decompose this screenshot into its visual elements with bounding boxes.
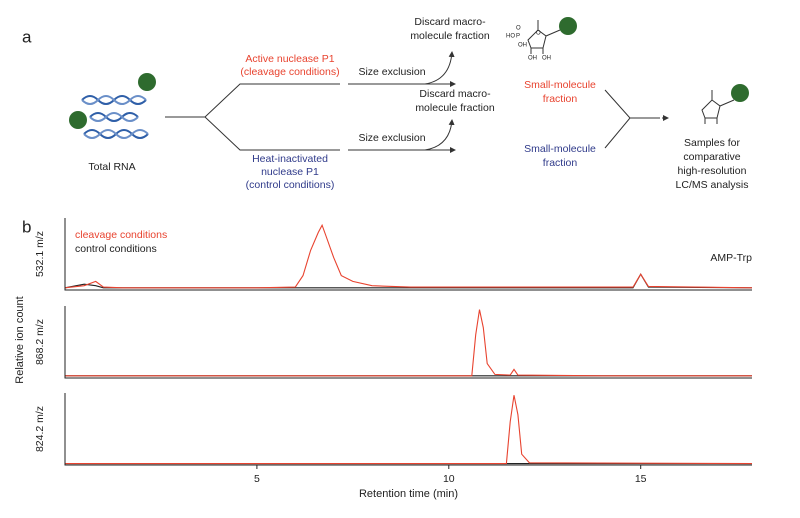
trace (64, 273, 753, 289)
atom: HO (506, 34, 515, 40)
label: fraction (543, 157, 578, 169)
atom: O (536, 31, 541, 37)
trace (65, 309, 752, 377)
branch (165, 83, 340, 151)
arrow (424, 51, 455, 85)
x-tick-label: 15 (635, 473, 647, 485)
label: fraction (543, 93, 578, 105)
legend-entry: cleavage conditions (75, 229, 167, 241)
arrow (424, 119, 455, 151)
label: Samples for (684, 137, 741, 149)
panel-label: a (22, 27, 32, 46)
label: (cleavage conditions) (240, 66, 339, 78)
trace (64, 223, 753, 289)
label: nuclease P1 (261, 166, 319, 178)
axis (64, 306, 752, 379)
label: molecule fraction (410, 30, 490, 42)
rna-icon (69, 73, 156, 139)
panel-label: b (22, 217, 31, 236)
label: high-resolution (678, 165, 747, 177)
y-axis-label: 824.2 m/z (34, 406, 46, 452)
molecule (701, 84, 749, 124)
atom: OH (518, 43, 527, 49)
atom: OH (542, 56, 551, 62)
label: Size exclusion (358, 66, 425, 78)
label: Heat-inactivated (252, 153, 328, 165)
y-axis-title: Relative ion count (14, 296, 26, 383)
panel-a: a Total RNA Active nuclease P1 (cleavage… (22, 16, 749, 191)
x-tick-label: 5 (254, 473, 260, 485)
legend-entry: control conditions (75, 243, 157, 255)
annotation: AMP-Trp (710, 252, 752, 264)
x-tick-label: 10 (443, 473, 455, 485)
y-axis-label: 532.1 m/z (34, 231, 46, 277)
axis (64, 393, 752, 466)
merge (604, 89, 660, 149)
molecule: HO P O OH O OH OH (506, 17, 577, 62)
label: molecule fraction (415, 102, 495, 114)
label: Discard macro- (414, 16, 486, 28)
label: LC/MS analysis (676, 179, 749, 191)
label: Active nuclease P1 (245, 53, 334, 65)
panel-b: b Relative ion count (14, 217, 32, 383)
label: (control conditions) (246, 179, 335, 191)
x-axis-title: Retention time (min) (359, 488, 458, 500)
label: Small-molecule (524, 79, 596, 91)
label: Small-molecule (524, 143, 596, 155)
label: comparative (683, 151, 740, 163)
label: Size exclusion (358, 132, 425, 144)
label: Discard macro- (419, 88, 491, 100)
trace (65, 395, 753, 465)
atom: P (516, 34, 520, 40)
axis (64, 218, 752, 291)
label: Total RNA (88, 161, 135, 173)
y-axis-label: 868.2 m/z (34, 319, 46, 365)
atom: O (516, 26, 521, 32)
atom: OH (528, 56, 537, 62)
